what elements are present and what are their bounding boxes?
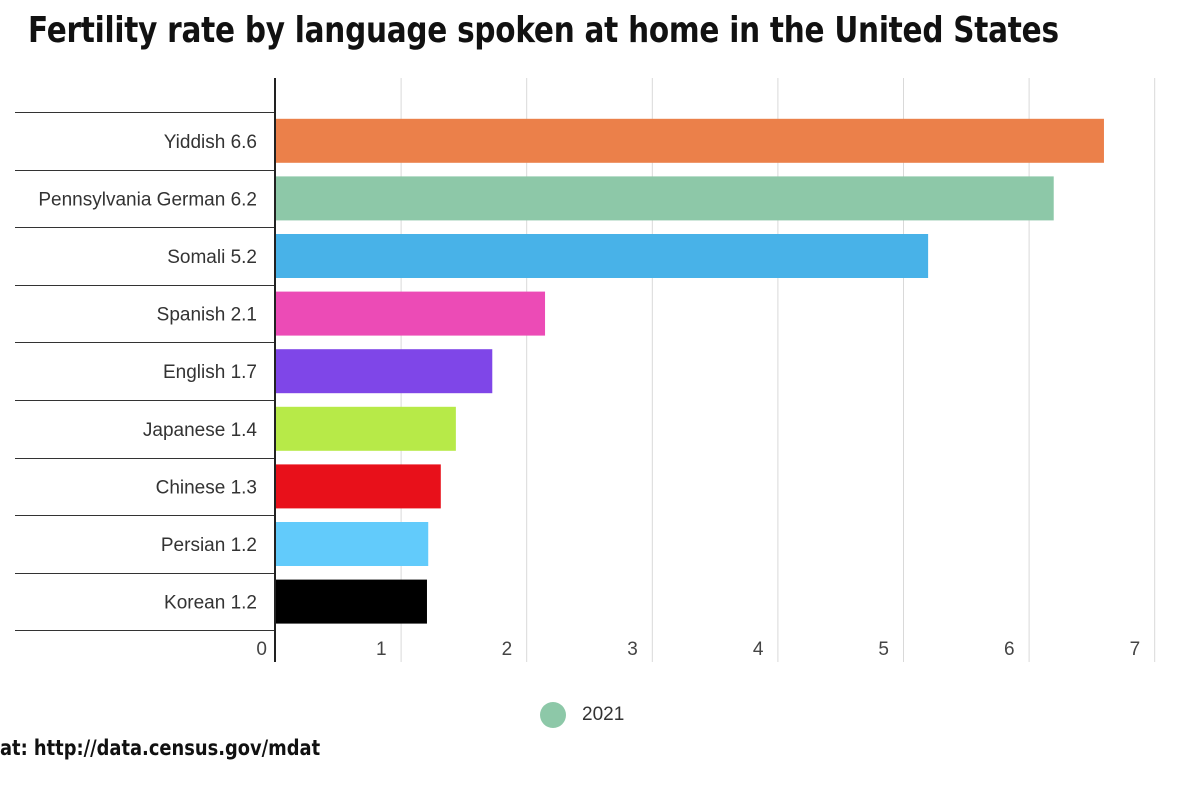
bar (275, 464, 441, 509)
category-label: Spanish 2.1 (157, 305, 257, 326)
source-note: at: http://data.census.gov/mdat (0, 736, 321, 760)
x-tick-label: 1 (376, 639, 387, 660)
category-label: Chinese 1.3 (156, 477, 257, 498)
bar (275, 234, 929, 278)
x-tick-label: 4 (753, 639, 764, 660)
category-label: Pennsylvania German 6.2 (38, 189, 257, 210)
legend-label: 2021 (582, 704, 625, 725)
legend: 2021 (540, 702, 624, 728)
x-tick-label: 7 (1130, 639, 1141, 660)
category-label: Korean 1.2 (164, 593, 257, 614)
category-label: Yiddish 6.6 (164, 132, 257, 153)
category-label: Japanese 1.4 (143, 420, 258, 441)
bar (275, 118, 1104, 163)
bar (275, 522, 429, 566)
chart-title: Fertility rate by language spoken at hom… (28, 10, 1059, 51)
legend-swatch (540, 702, 566, 728)
bar (275, 349, 493, 394)
bar (275, 579, 427, 624)
bar (275, 291, 546, 336)
x-tick-label: 0 (256, 639, 267, 660)
category-label: Persian 1.2 (161, 535, 257, 556)
bar (275, 176, 1054, 221)
category-label: Somali 5.2 (167, 247, 257, 268)
bar-chart: Yiddish 6.6 Pennsylvania German 6.2 Somali… (15, 78, 1156, 662)
x-tick-label: 6 (1004, 639, 1015, 660)
x-tick-label: 3 (627, 639, 638, 660)
x-tick-label: 5 (878, 639, 889, 660)
x-tick-label: 2 (502, 639, 513, 660)
bar (275, 406, 456, 451)
category-label: English 1.7 (163, 362, 257, 383)
